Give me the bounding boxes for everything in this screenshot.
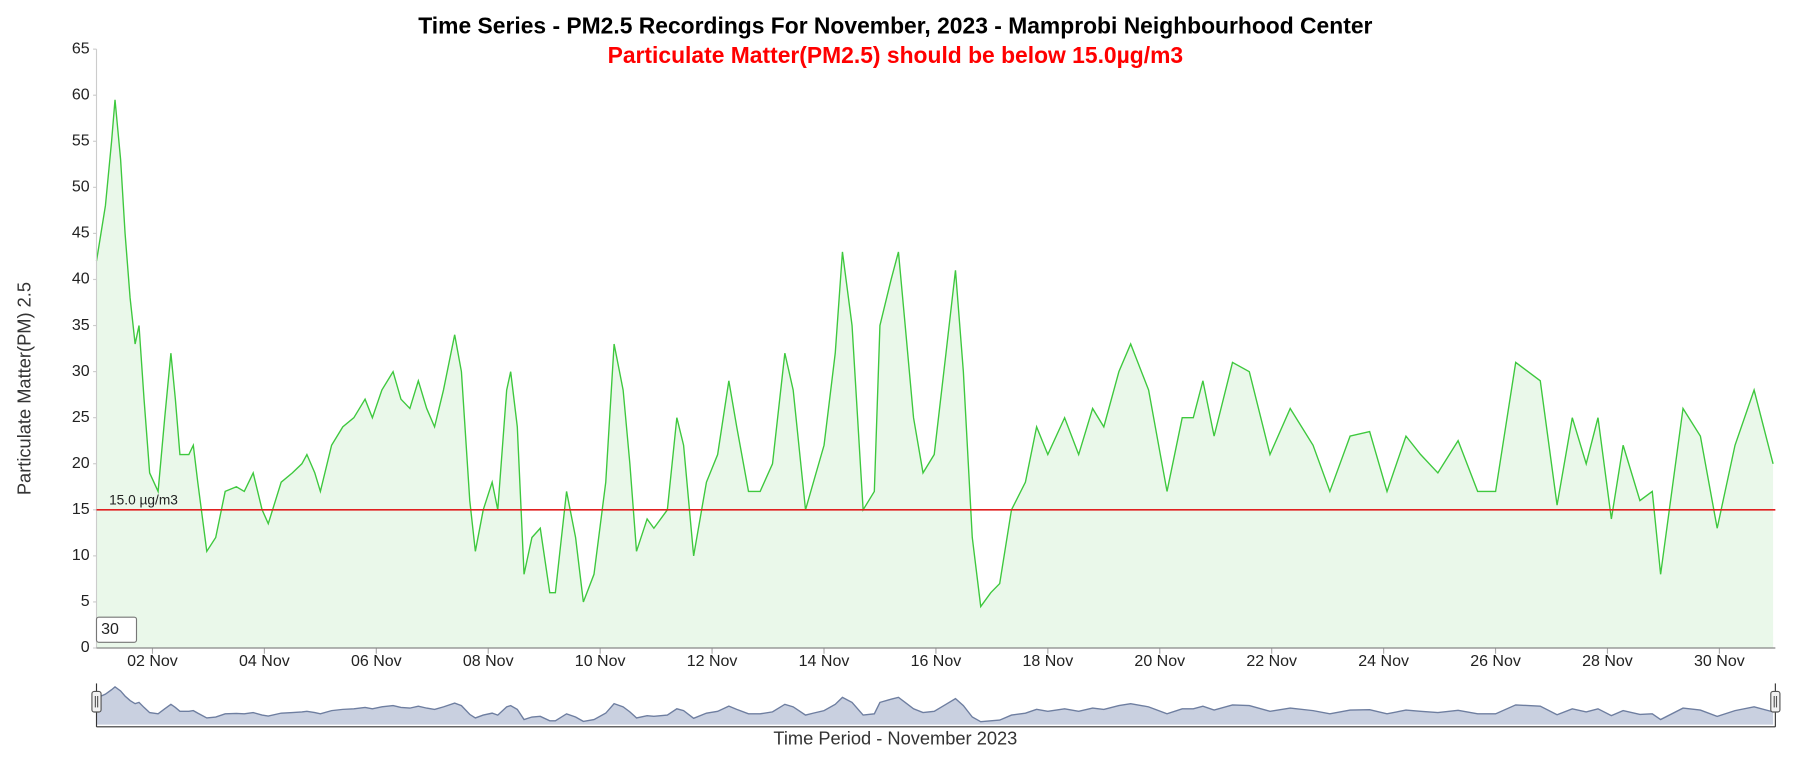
y-tick-label: 60 bbox=[72, 86, 90, 103]
x-tick-label: 26 Nov bbox=[1470, 653, 1521, 670]
y-tick-label: 35 bbox=[72, 317, 90, 334]
line bbox=[95, 99, 1774, 609]
zoom-input-box bbox=[95, 616, 138, 643]
chart-subtitle: Particulate Matter(PM2.5) should be belo… bbox=[608, 42, 1184, 68]
y-tick-label: 65 bbox=[72, 40, 90, 57]
navigator-handle[interactable] bbox=[91, 690, 102, 713]
y-tick-label: 30 bbox=[72, 363, 90, 380]
x-tick-label: 02 Nov bbox=[127, 653, 178, 670]
x-tick-label: 18 Nov bbox=[1023, 653, 1074, 670]
y-tick-label: 50 bbox=[72, 179, 90, 196]
navigator-handle[interactable] bbox=[1770, 690, 1781, 713]
zoom-input: 30 bbox=[101, 621, 119, 638]
area-fill bbox=[96, 99, 1774, 649]
x-axis-label: Time Period - November 2023 bbox=[773, 727, 1017, 748]
y-tick-label: 0 bbox=[81, 639, 90, 656]
x-tick-label: 06 Nov bbox=[351, 653, 402, 670]
y-tick-label: 20 bbox=[72, 455, 90, 472]
x-tick-label: 20 Nov bbox=[1134, 653, 1185, 670]
y-tick-label: 55 bbox=[72, 132, 90, 149]
y-tick-label: 25 bbox=[72, 409, 90, 426]
x-tick-label: 24 Nov bbox=[1358, 653, 1409, 670]
chart-title: Time Series - PM2.5 Recordings For Novem… bbox=[418, 12, 1372, 38]
x-tick-label: 28 Nov bbox=[1582, 653, 1633, 670]
y-tick-label: 10 bbox=[72, 547, 90, 564]
x-tick-label: 14 Nov bbox=[799, 653, 850, 670]
y-tick-label: 5 bbox=[81, 593, 90, 610]
x-tick-label: 22 Nov bbox=[1246, 653, 1297, 670]
y-tick-label: 45 bbox=[72, 225, 90, 242]
y-tick-label: 15 bbox=[72, 501, 90, 518]
x-tick-label: 12 Nov bbox=[687, 653, 738, 670]
x-tick-label: 04 Nov bbox=[239, 653, 290, 670]
x-tick-label: 08 Nov bbox=[463, 653, 514, 670]
x-tick-label: 30 Nov bbox=[1694, 653, 1745, 670]
x-tick-label: 16 Nov bbox=[911, 653, 962, 670]
x-tick-label: 10 Nov bbox=[575, 653, 626, 670]
y-tick-label: 40 bbox=[72, 271, 90, 288]
navigator-line bbox=[96, 685, 1774, 723]
y-axis-label: Particulate Matter(PM) 2.5 bbox=[13, 282, 34, 495]
navigator-area bbox=[96, 686, 1774, 725]
threshold-label: 15.0 µg/m3 bbox=[109, 492, 178, 507]
